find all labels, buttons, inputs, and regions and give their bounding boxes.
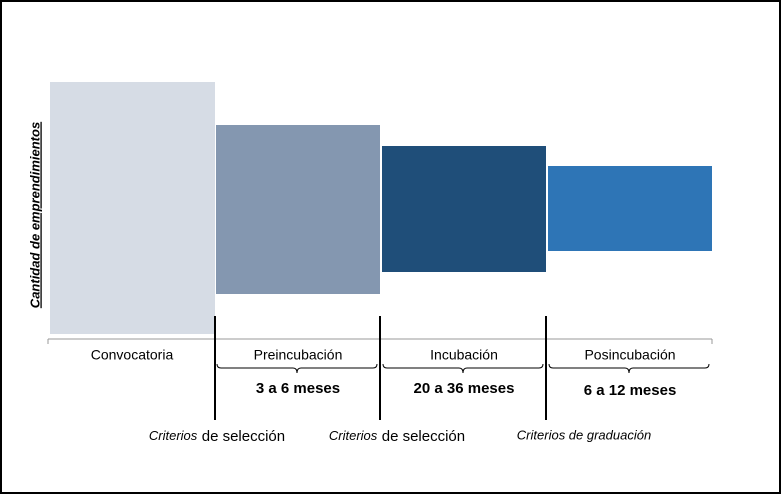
criteria-emphasis: de selección bbox=[382, 428, 465, 445]
criteria-label: Criterios de selección bbox=[149, 428, 285, 445]
stage-label: Convocatoria bbox=[91, 347, 174, 363]
criteria-label: Criterios de selección bbox=[329, 428, 465, 445]
stage-block bbox=[382, 146, 546, 272]
criteria-lead: Criterios bbox=[149, 428, 198, 443]
criteria-emphasis: de selección bbox=[202, 428, 285, 445]
brace bbox=[216, 363, 710, 374]
stage-duration: 6 a 12 meses bbox=[584, 382, 677, 399]
stage-block bbox=[50, 82, 215, 334]
stage-duration: 20 a 36 meses bbox=[414, 380, 515, 397]
stage-label: Posincubación bbox=[584, 347, 675, 363]
stage-label: Incubación bbox=[430, 347, 498, 363]
criteria-lead: Criterios bbox=[329, 428, 378, 443]
stage-label: Preincubación bbox=[254, 347, 343, 363]
stage-block bbox=[548, 166, 712, 251]
stage-duration: 3 a 6 meses bbox=[256, 380, 340, 397]
criteria-label: Criterios de graduación bbox=[517, 427, 651, 442]
axis-label: Cantidad de emprendimientos bbox=[27, 122, 42, 308]
stage-divider bbox=[214, 316, 547, 420]
stage-block bbox=[216, 125, 380, 294]
